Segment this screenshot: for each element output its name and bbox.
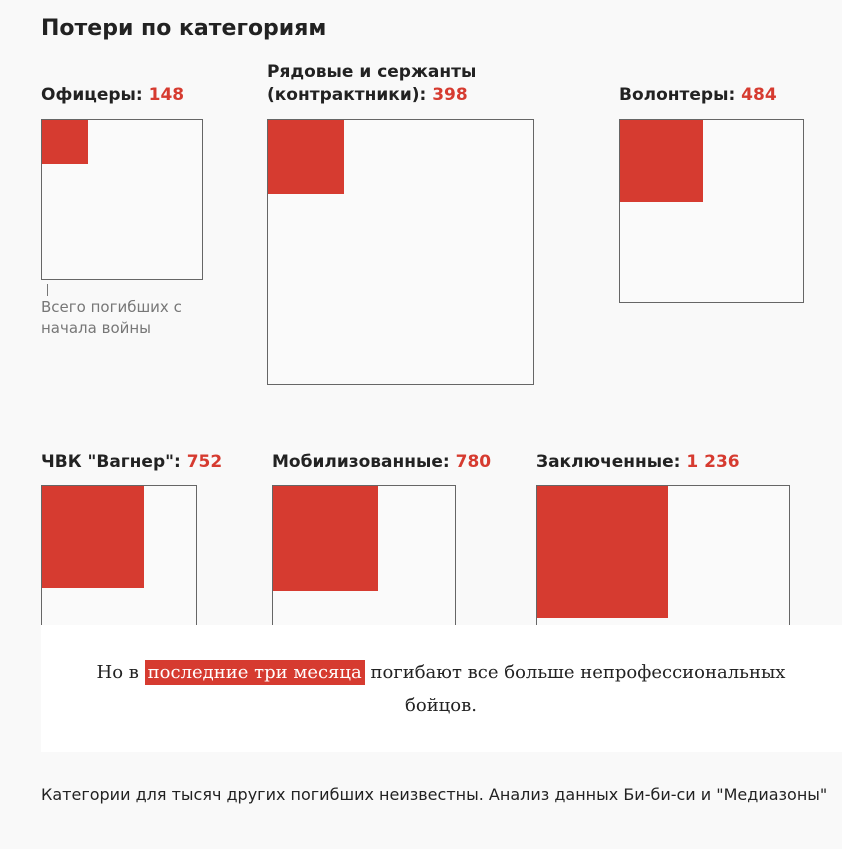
category-label-volunteers: Волонтеры: 484 [619, 84, 777, 107]
quote-panel [41, 625, 842, 752]
label-text: Волонтеры: [619, 85, 742, 105]
square-contract-total [267, 119, 534, 385]
square-officers-fill [42, 120, 88, 164]
square-prisoners-fill [537, 486, 668, 618]
category-label-prisoners: Заключенные: 1 236 [536, 451, 740, 474]
square-wagner-fill [42, 486, 144, 588]
square-mobilized-total [272, 485, 456, 645]
legend-note: Всего погибших с начала войны [41, 298, 182, 337]
label-text: Заключенные: [536, 452, 687, 472]
footer-note: Категории для тысяч других погибших неиз… [41, 785, 828, 804]
value: 1 236 [686, 452, 740, 472]
value: 484 [741, 85, 777, 105]
square-volunteers-fill [620, 120, 703, 202]
category-label-wagner: ЧВК "Вагнер": 752 [41, 451, 222, 474]
category-label-officers: Офицеры: 148 [41, 84, 184, 107]
quote-text: Но в последние три месяца погибают все б… [60, 656, 822, 722]
category-label-contract: Рядовые и сержанты (контрактники): 398 [267, 61, 476, 107]
label-text: ЧВК "Вагнер": [41, 452, 187, 472]
label-line1: Рядовые и сержанты [267, 62, 477, 82]
quote-highlight: последние три месяца [144, 660, 365, 685]
square-volunteers-total [619, 119, 804, 303]
category-label-mobilized: Мобилизованные: 780 [272, 451, 491, 474]
square-prisoners-total [536, 485, 790, 645]
square-wagner-total [41, 485, 197, 645]
label-text: (контрактники): [267, 85, 433, 105]
square-officers-total [41, 119, 203, 280]
quote-after: погибают все больше непрофессиональных б… [364, 662, 786, 716]
value: 398 [432, 85, 468, 105]
label-text: Мобилизованные: [272, 452, 456, 472]
value: 780 [455, 452, 492, 472]
legend-tick [47, 284, 48, 296]
quote-before: Но в [96, 662, 145, 683]
label-text: Офицеры: [41, 85, 149, 105]
value: 752 [186, 452, 223, 472]
square-contract-fill [268, 120, 344, 194]
value: 148 [148, 85, 185, 105]
page-title: Потери по категориям [41, 16, 327, 41]
square-mobilized-fill [273, 486, 378, 591]
